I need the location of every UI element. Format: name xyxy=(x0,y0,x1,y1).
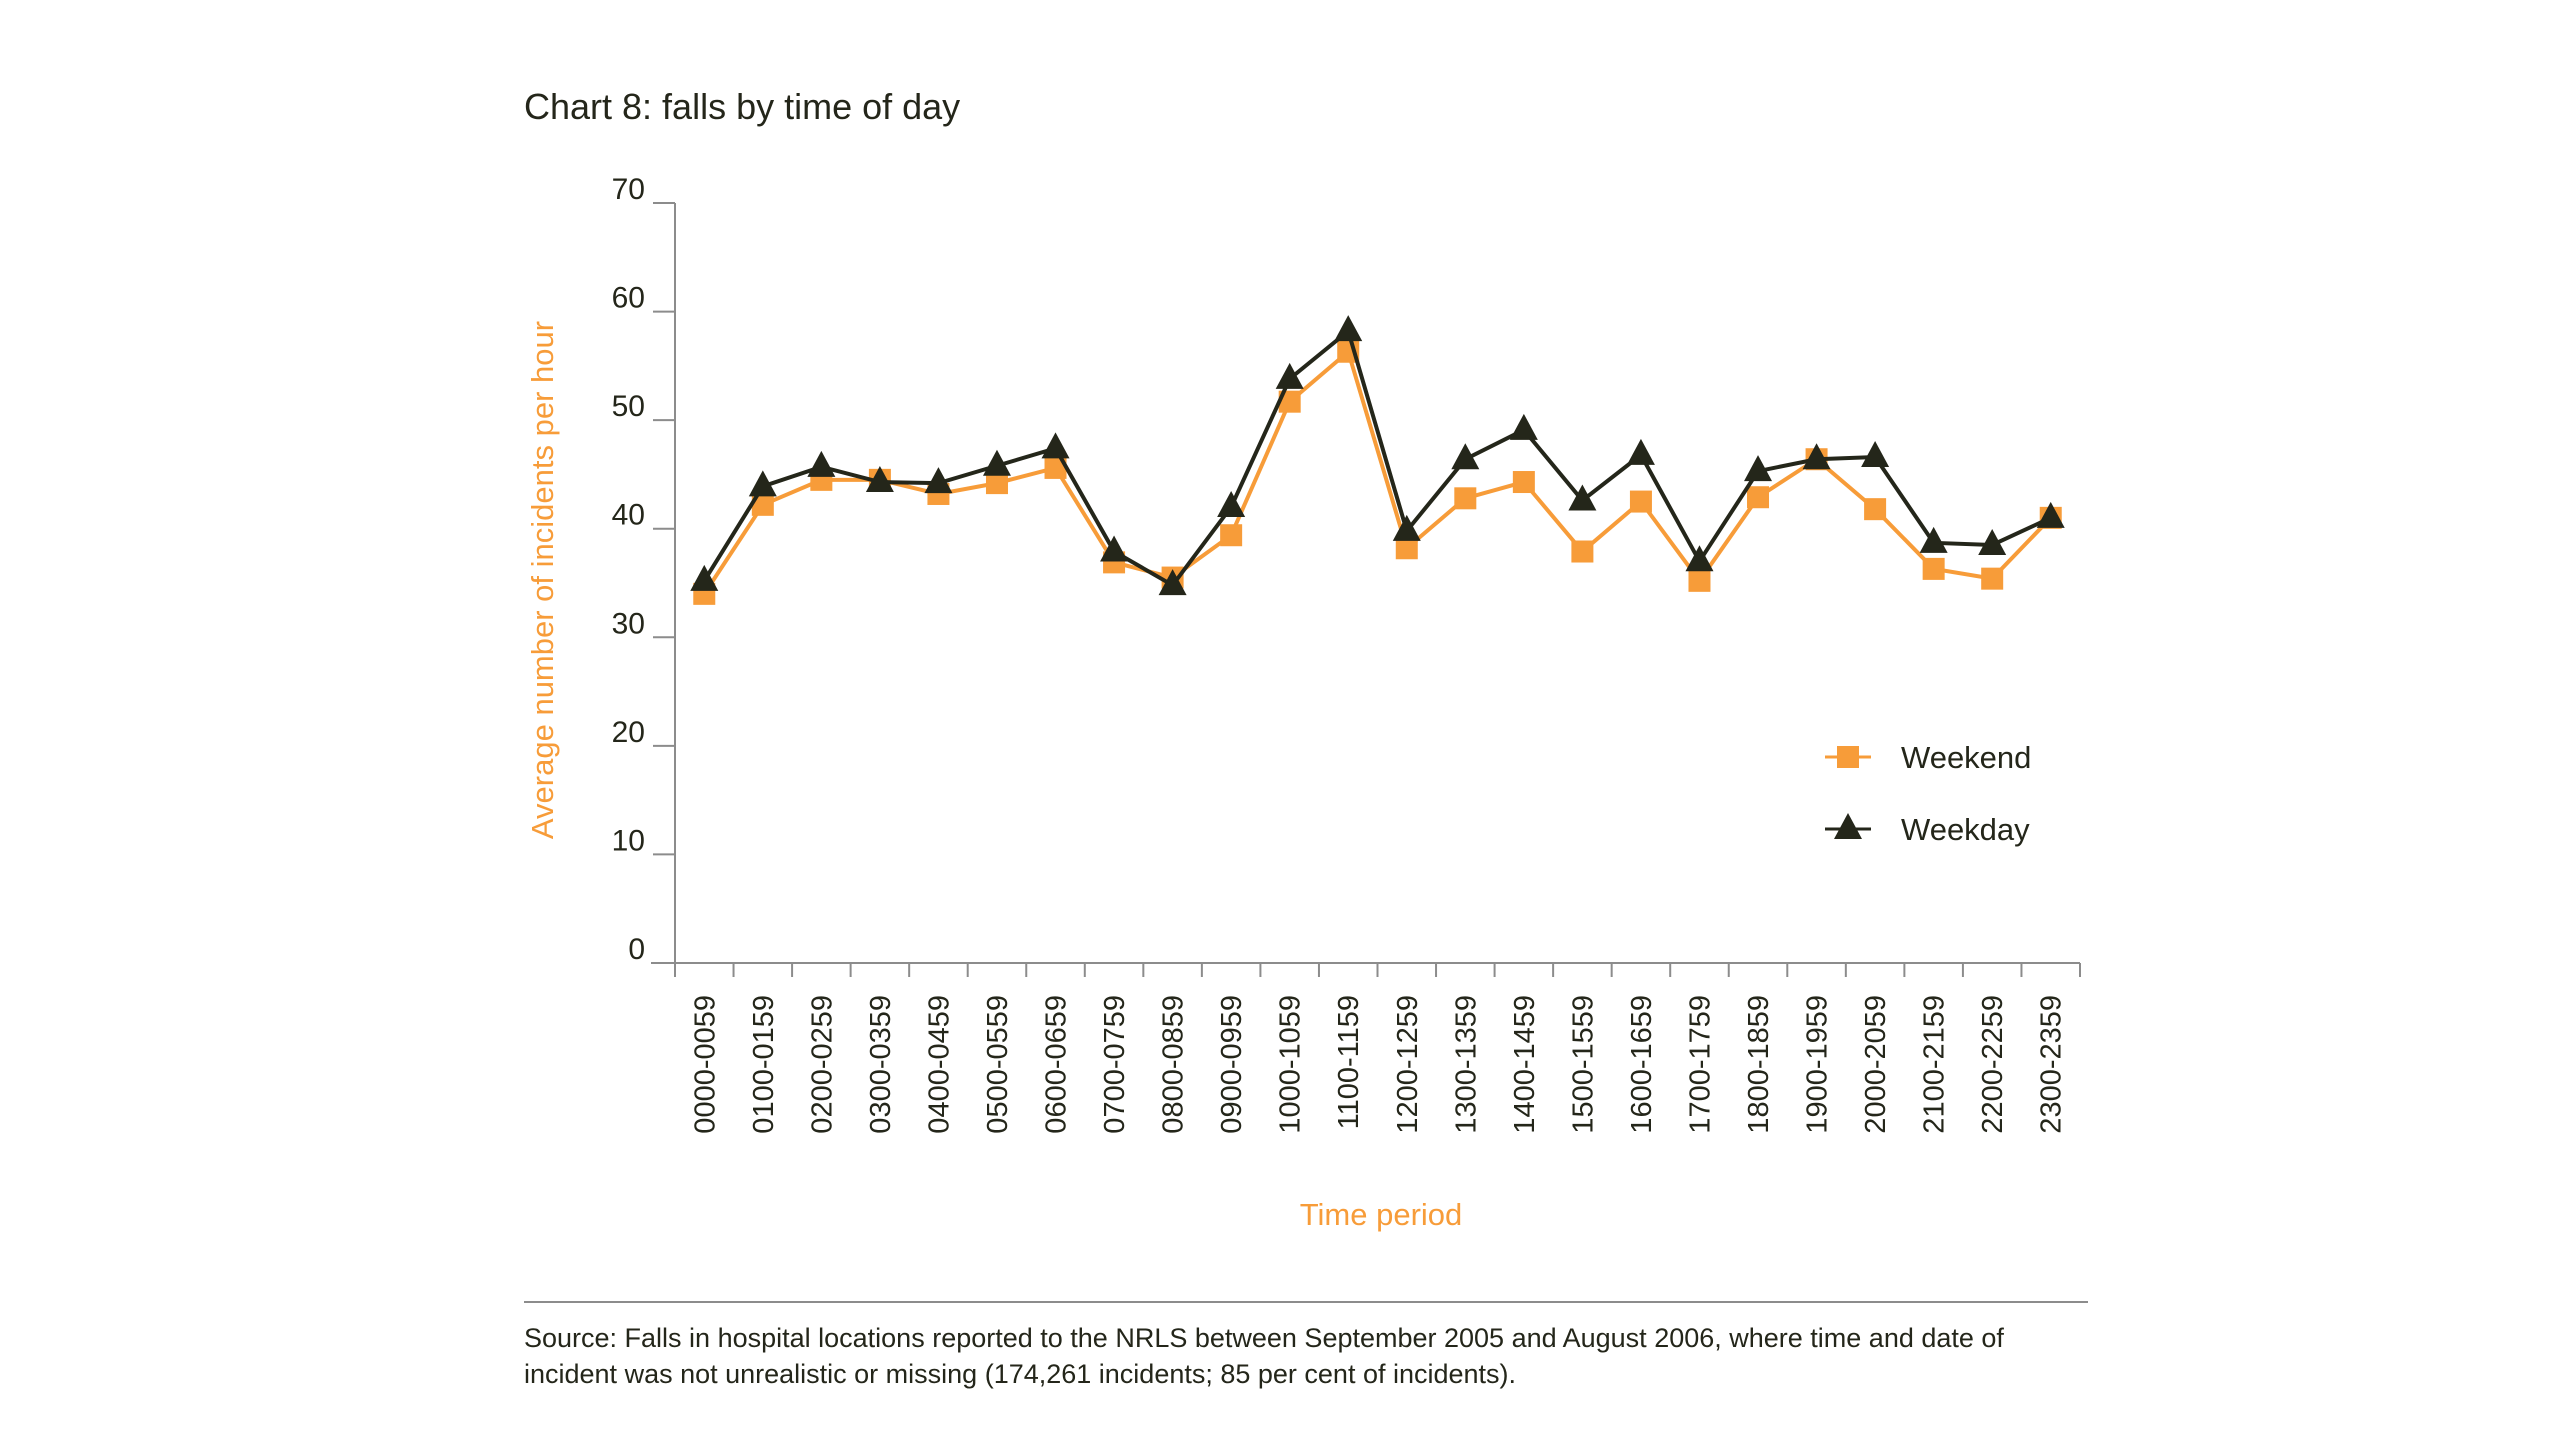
weekday-point xyxy=(1685,545,1714,572)
y-ticks: 0 10 20 30 40 50 60 70 xyxy=(612,173,675,966)
legend-square-icon xyxy=(1837,746,1859,768)
x-tick-label: 2300-2359 xyxy=(2036,995,2068,1134)
y-tick-label: 50 xyxy=(612,390,645,423)
x-tick-label: 0800-0859 xyxy=(1158,995,1190,1134)
weekend-point xyxy=(985,472,1008,495)
weekend-point xyxy=(1220,524,1243,547)
weekday-point xyxy=(2036,501,2065,528)
weekday-point xyxy=(1626,438,1655,465)
weekday-point xyxy=(1275,362,1304,389)
weekday-point xyxy=(1509,413,1538,440)
x-axis-label: Time period xyxy=(1300,1197,1463,1232)
x-tick-label: 0900-0959 xyxy=(1216,995,1248,1134)
x-tick-label: 1500-1559 xyxy=(1567,995,1599,1134)
weekday-point xyxy=(690,564,719,591)
legend: Weekend Weekday xyxy=(1825,740,2031,847)
weekday-point xyxy=(924,467,953,494)
weekday-point xyxy=(1568,484,1597,511)
y-tick-label: 20 xyxy=(612,716,645,749)
weekday-point xyxy=(1451,443,1480,470)
weekend-point xyxy=(1512,471,1535,494)
legend-triangle-icon xyxy=(1834,813,1862,839)
weekend-point xyxy=(1981,567,2004,590)
x-tick-label: 1800-1859 xyxy=(1743,995,1775,1134)
weekday-point xyxy=(1158,569,1187,596)
x-ticks: 0000-0059 0100-0159 0200-0259 0300-0359 0400… xyxy=(674,963,2081,1134)
x-tick-label: 1900-1959 xyxy=(1802,995,1834,1134)
footer-divider xyxy=(524,1301,2088,1303)
weekend-point xyxy=(1454,487,1477,510)
x-tick-label: 1100-1159 xyxy=(1333,995,1365,1129)
chart-title: Chart 8: falls by time of day xyxy=(524,86,961,127)
weekday-point xyxy=(1919,526,1948,553)
weekday-point xyxy=(1334,315,1363,342)
weekday-point xyxy=(1978,529,2007,555)
y-tick-label: 60 xyxy=(612,282,645,315)
weekend-point xyxy=(1922,557,1945,580)
legend-item-weekend: Weekend xyxy=(1825,740,2031,775)
weekend-line xyxy=(702,348,2053,595)
weekday-point xyxy=(865,466,894,493)
weekend-point xyxy=(1044,456,1067,479)
x-tick-label: 0200-0259 xyxy=(806,995,838,1134)
x-tick-label: 1400-1459 xyxy=(1509,995,1541,1134)
y-tick-label: 40 xyxy=(612,499,645,532)
x-tick-label: 2100-2159 xyxy=(1919,995,1951,1134)
x-tick-label: 0300-0359 xyxy=(865,995,897,1134)
weekday-point xyxy=(1802,443,1831,470)
x-tick-label: 0100-0159 xyxy=(748,995,780,1134)
series-weekday xyxy=(690,315,2065,596)
weekend-point xyxy=(1688,569,1711,592)
y-tick-label: 0 xyxy=(628,933,645,966)
weekday-point xyxy=(1217,491,1246,517)
y-tick-label: 70 xyxy=(612,173,645,206)
legend-label: Weekend xyxy=(1901,740,2031,775)
weekday-point xyxy=(1100,535,1129,562)
weekday-point xyxy=(1041,432,1070,459)
series-weekend xyxy=(693,340,2062,605)
weekday-point xyxy=(1744,455,1773,482)
weekend-point xyxy=(1864,498,1887,521)
x-tick-label: 1600-1659 xyxy=(1626,995,1658,1134)
weekend-point xyxy=(1747,486,1770,509)
weekday-point xyxy=(748,470,777,497)
weekend-point xyxy=(751,493,774,516)
x-tick-label: 1300-1359 xyxy=(1450,995,1482,1134)
x-tick-label: 2200-2259 xyxy=(1977,995,2009,1134)
x-tick-label: 0000-0059 xyxy=(689,995,721,1134)
x-tick-label: 0400-0459 xyxy=(923,995,955,1134)
weekday-point xyxy=(1392,514,1421,541)
weekend-point xyxy=(1395,537,1418,560)
x-tick-label: 0700-0759 xyxy=(1099,995,1131,1134)
weekend-point xyxy=(1278,390,1301,413)
weekday-point xyxy=(982,449,1011,476)
series-layer xyxy=(690,315,2065,605)
source-note: Source: Falls in hospital locations repo… xyxy=(524,1323,2004,1389)
weekday-point xyxy=(1861,441,1890,468)
axes xyxy=(651,203,2080,977)
weekend-point xyxy=(1629,490,1652,513)
x-tick-label: 1000-1059 xyxy=(1275,995,1307,1134)
y-tick-label: 10 xyxy=(612,824,645,857)
weekday-line xyxy=(702,327,2052,588)
weekend-point xyxy=(1571,540,1594,563)
x-tick-label: 0500-0559 xyxy=(982,995,1014,1134)
legend-item-weekday: Weekday xyxy=(1825,812,2030,847)
x-tick-label: 0600-0659 xyxy=(1041,995,1073,1134)
x-tick-label: 1700-1759 xyxy=(1684,995,1716,1134)
x-tick-label: 2000-2059 xyxy=(1860,995,1892,1134)
weekday-point xyxy=(807,450,836,477)
legend-label: Weekday xyxy=(1901,812,2030,847)
y-tick-label: 30 xyxy=(612,607,645,640)
x-tick-label: 1200-1259 xyxy=(1392,995,1424,1134)
y-axis-label: Average number of incidents per hour xyxy=(525,321,560,839)
